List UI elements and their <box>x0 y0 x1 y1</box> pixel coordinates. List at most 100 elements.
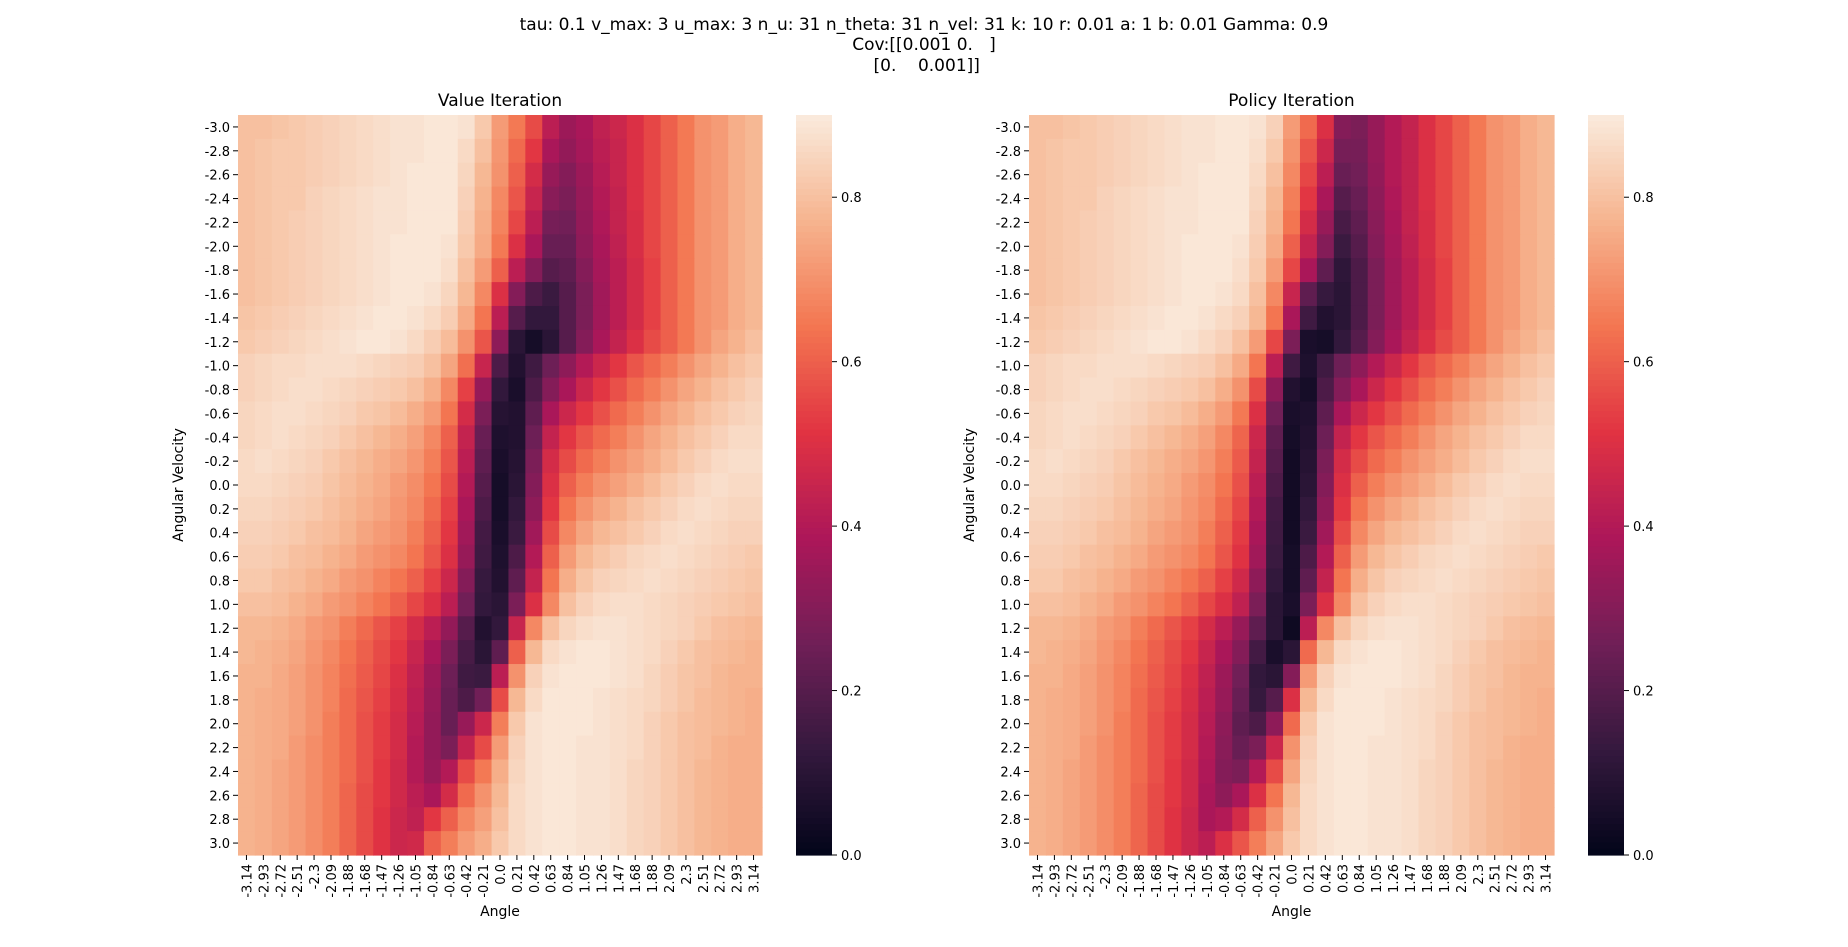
heatmap-cell <box>1418 234 1437 259</box>
heatmap-cell <box>576 544 594 570</box>
heatmap-cell <box>1435 401 1453 426</box>
heatmap-cell <box>1029 449 1047 474</box>
heatmap-cell <box>592 544 611 570</box>
heatmap-cell <box>1215 138 1233 164</box>
heatmap-cell <box>1164 210 1183 235</box>
heatmap-cell <box>1537 711 1555 737</box>
colorbar-segment <box>1588 707 1624 714</box>
y-tick-label: -0.6 <box>996 407 1021 422</box>
heatmap-cell <box>677 783 695 808</box>
heatmap-cell <box>457 329 476 355</box>
heatmap-cell <box>1079 735 1098 761</box>
heatmap-cell <box>508 783 526 808</box>
heatmap-cell <box>1452 759 1470 784</box>
heatmap-cell <box>1401 449 1420 474</box>
heatmap-cell <box>626 138 645 164</box>
heatmap-cell <box>1316 473 1335 498</box>
heatmap-cell <box>457 735 476 761</box>
heatmap-cell <box>1469 783 1487 808</box>
colorbar-segment <box>1588 330 1624 338</box>
heatmap-cell <box>711 258 729 283</box>
x-tick-label: -2.93 <box>257 864 272 898</box>
heatmap-cell <box>238 568 256 594</box>
colorbar-segment <box>796 337 832 344</box>
heatmap-cell <box>390 544 408 570</box>
colorbar-segment <box>796 620 832 628</box>
heatmap-cell <box>694 138 712 164</box>
heatmap-cell <box>440 353 459 379</box>
heatmap-cell <box>1503 687 1521 713</box>
heatmap-cell <box>1520 496 1538 522</box>
heatmap-cell <box>508 305 526 331</box>
heatmap-cell <box>254 759 273 784</box>
heatmap-cell <box>525 496 543 522</box>
heatmap-cell <box>1045 496 1064 522</box>
heatmap-cell <box>1232 210 1250 235</box>
heatmap-cell <box>525 162 543 188</box>
heatmap-cell <box>508 401 526 426</box>
heatmap-cell <box>1130 783 1149 808</box>
heatmap-cell <box>542 592 560 617</box>
heatmap-cell <box>1316 759 1335 784</box>
heatmap-cell <box>1384 807 1403 832</box>
heatmap-cell <box>1299 711 1318 737</box>
heatmap-cell <box>1079 138 1098 164</box>
heatmap-cell <box>542 687 560 713</box>
heatmap-cell <box>508 520 526 546</box>
heatmap-cell <box>1249 210 1267 235</box>
colorbar-segment <box>1588 361 1624 369</box>
heatmap-cell <box>1401 162 1420 188</box>
heatmap-cell <box>322 401 341 426</box>
heatmap-cell <box>1079 305 1098 331</box>
heatmap-cell <box>728 138 746 164</box>
heatmap-cell <box>474 234 493 259</box>
heatmap-cell <box>1113 735 1132 761</box>
colorbar-segment <box>796 318 832 326</box>
heatmap-cell <box>356 377 374 403</box>
heatmap-cell <box>1062 664 1081 689</box>
heatmap-cell <box>1299 735 1318 761</box>
heatmap-cell <box>1147 401 1166 426</box>
x-tick-label: -1.47 <box>376 864 391 898</box>
heatmap-cell <box>559 687 577 713</box>
heatmap-cell <box>711 592 729 617</box>
heatmap-cell <box>576 329 594 355</box>
x-tick-label: 0.21 <box>511 864 526 893</box>
heatmap-cell <box>1045 449 1064 474</box>
heatmap-cell <box>1062 282 1081 307</box>
heatmap-cell <box>491 807 510 832</box>
heatmap-cell <box>238 640 256 665</box>
heatmap-cell <box>407 162 425 188</box>
heatmap-cell <box>1418 711 1437 737</box>
heatmap-cell <box>1249 687 1267 713</box>
heatmap-cell <box>1045 329 1064 355</box>
heatmap-cell <box>1401 592 1420 617</box>
heatmap-cell <box>592 640 611 665</box>
colorbar-segment <box>796 491 832 498</box>
heatmap-cell <box>390 616 408 641</box>
heatmap-cell <box>271 592 290 617</box>
heatmap-cell <box>423 687 442 713</box>
colorbar-segment <box>796 232 832 239</box>
heatmap-cell <box>491 664 510 689</box>
heatmap-cell <box>1537 401 1555 426</box>
heatmap-cell <box>390 258 408 283</box>
heatmap-cell <box>356 687 374 713</box>
heatmap-cell <box>525 282 543 307</box>
colorbar-segment <box>1588 614 1624 622</box>
heatmap-cell <box>1384 377 1403 403</box>
heatmap-cell <box>1537 210 1555 235</box>
heatmap-cell <box>1469 831 1487 856</box>
y-tick-label: 2.6 <box>209 789 230 804</box>
heatmap-cell <box>643 234 662 259</box>
heatmap-cell <box>542 210 560 235</box>
heatmap-cell <box>626 759 645 784</box>
heatmap-cell <box>407 711 425 737</box>
heatmap-cell <box>1401 353 1420 379</box>
heatmap-cell <box>609 592 628 617</box>
heatmap-cell <box>542 640 560 665</box>
heatmap-cell <box>491 305 510 331</box>
colorbar-segment <box>1588 787 1624 794</box>
heatmap-cell <box>1181 807 1199 832</box>
heatmap-cell <box>609 234 628 259</box>
